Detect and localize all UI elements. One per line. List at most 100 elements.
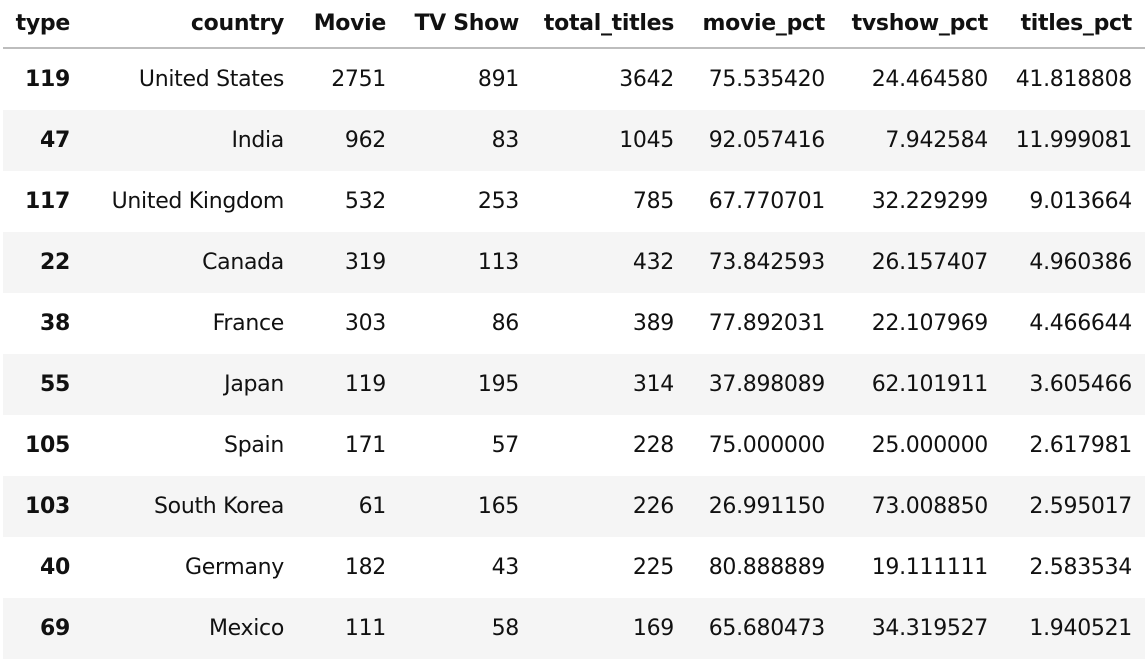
dataframe-table: type country Movie TV Show total_titles movie…	[3, 0, 1145, 659]
table-row: 117 United Kingdom 532 253 785 67.770701 32.22…	[3, 171, 1145, 232]
table-cell: 2.617981	[1029, 433, 1132, 458]
column-header: tvshow_pct	[838, 0, 1001, 49]
table-cell: Mexico	[208, 616, 284, 641]
table-cell: 67.770701	[708, 189, 826, 214]
row-index: 119	[24, 67, 70, 92]
table-cell: 432	[632, 250, 674, 275]
table-cell: 77.892031	[708, 311, 826, 336]
table-cell: 314	[632, 372, 674, 397]
table-cell: Japan	[224, 372, 284, 397]
table-cell: France	[212, 311, 285, 336]
table-cell: 119	[344, 372, 386, 397]
table-row: 22 Canada 319 113 432 73.842593 26.157407 4.960…	[3, 232, 1145, 293]
table-cell: 3.605466	[1029, 372, 1132, 397]
table-cell: 113	[477, 250, 519, 275]
row-index: 22	[39, 250, 70, 275]
column-header: Movie	[297, 0, 399, 49]
table-cell: 26.157407	[871, 250, 989, 275]
table-cell: 165	[477, 494, 519, 519]
table-cell: 225	[632, 555, 674, 580]
row-index: 40	[39, 555, 70, 580]
table-cell: 65.680473	[708, 616, 826, 641]
table-row: 38 France 303 86 389 77.892031 22.107969 4.4666…	[3, 293, 1145, 354]
table-row: 119 United States 2751 891 3642 75.535420 24.4…	[3, 48, 1145, 110]
table-cell: 4.960386	[1029, 250, 1132, 275]
table-cell: 7.942584	[885, 128, 988, 153]
table-cell: 61	[358, 494, 387, 519]
table-cell: 75.535420	[708, 67, 826, 92]
table-cell: 75.000000	[708, 433, 826, 458]
table-cell: 171	[344, 433, 386, 458]
table-cell: 37.898089	[708, 372, 826, 397]
column-header: TV Show	[399, 0, 532, 49]
column-header: total_titles	[532, 0, 687, 49]
table-cell: 80.888889	[708, 555, 826, 580]
table-cell: 34.319527	[871, 616, 989, 641]
table-cell: 57	[491, 433, 520, 458]
table-cell: 785	[632, 189, 674, 214]
table-cell: 303	[344, 311, 386, 336]
table-cell: 11.999081	[1015, 128, 1133, 153]
table-cell: 228	[632, 433, 674, 458]
header-row: type country Movie TV Show total_titles movie…	[3, 0, 1145, 49]
table-cell: United States	[138, 67, 284, 92]
table-cell: 1.940521	[1029, 616, 1132, 641]
table-cell: 962	[344, 128, 386, 153]
table-cell: 169	[632, 616, 674, 641]
row-index: 47	[39, 128, 70, 153]
table-cell: 43	[491, 555, 520, 580]
table-cell: 86	[491, 311, 520, 336]
table-cell: 22.107969	[871, 311, 989, 336]
table-cell: 2.583534	[1029, 555, 1132, 580]
row-index: 105	[24, 433, 70, 458]
table-cell: 4.466644	[1029, 311, 1132, 336]
table-cell: 111	[344, 616, 386, 641]
table-row: 69 Mexico 111 58 169 65.680473 34.319527 1.9405…	[3, 598, 1145, 659]
table-cell: 25.000000	[871, 433, 989, 458]
table-cell: 73.008850	[871, 494, 989, 519]
table-cell: 2751	[331, 67, 386, 92]
table-row: 40 Germany 182 43 225 80.888889 19.111111 2.583…	[3, 537, 1145, 598]
row-index: 38	[39, 311, 70, 336]
table-cell: 319	[344, 250, 386, 275]
table-row: 55 Japan 119 195 314 37.898089 62.101911 3.6054…	[3, 354, 1145, 415]
table-cell: 9.013664	[1029, 189, 1132, 214]
table-cell: 253	[477, 189, 519, 214]
table-cell: 389	[632, 311, 674, 336]
table-cell: 226	[632, 494, 674, 519]
table-row: 105 Spain 171 57 228 75.000000 25.000000 2.6179…	[3, 415, 1145, 476]
table-cell: Germany	[184, 555, 284, 580]
row-index: 103	[24, 494, 70, 519]
table-cell: 92.057416	[708, 128, 826, 153]
table-cell: 19.111111	[871, 555, 989, 580]
table-header: type country Movie TV Show total_titles movie…	[3, 0, 1145, 49]
column-header: titles_pct	[1001, 0, 1145, 49]
table-row: 47 India 962 83 1045 92.057416 7.942584 11.9990…	[3, 110, 1145, 171]
table-cell: Spain	[224, 433, 284, 458]
table-cell: Canada	[202, 250, 284, 275]
table-cell: 195	[477, 372, 519, 397]
table-cell: 2.595017	[1029, 494, 1132, 519]
table-cell: 532	[344, 189, 386, 214]
table-cell: India	[231, 128, 285, 153]
row-index: 69	[39, 616, 70, 641]
table-cell: 26.991150	[708, 494, 826, 519]
table-cell: 58	[491, 616, 520, 641]
table-cell: 32.229299	[871, 189, 989, 214]
column-header: movie_pct	[687, 0, 838, 49]
table-cell: United Kingdom	[111, 189, 285, 214]
table-cell: 41.818808	[1015, 67, 1133, 92]
table-cell: 3642	[619, 67, 674, 92]
table-cell: 891	[477, 67, 519, 92]
table-cell: 62.101911	[871, 372, 989, 397]
table-cell: 24.464580	[871, 67, 989, 92]
column-header: type	[3, 0, 83, 49]
table-cell: 73.842593	[708, 250, 826, 275]
table-row: 103 South Korea 61 165 226 26.991150 73.008850…	[3, 476, 1145, 537]
table-cell: 1045	[619, 128, 674, 153]
row-index: 117	[24, 189, 70, 214]
table-cell: South Korea	[154, 494, 284, 519]
table-body: 119 United States 2751 891 3642 75.535420 24.4…	[3, 48, 1145, 659]
row-index: 55	[39, 372, 70, 397]
table-cell: 182	[344, 555, 386, 580]
